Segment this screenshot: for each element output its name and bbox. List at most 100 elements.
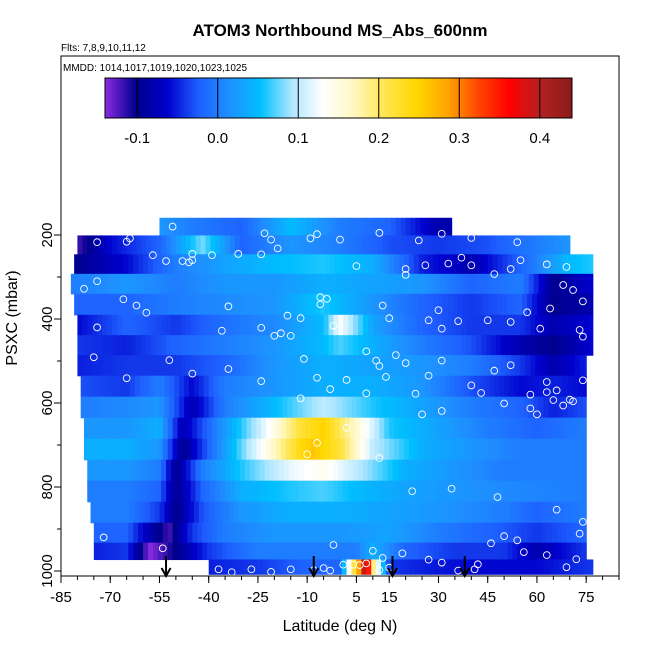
heatmap-cell	[387, 335, 394, 356]
heatmap-cell	[418, 417, 425, 440]
heatmap-cell	[284, 480, 290, 503]
heatmap-cell	[143, 438, 149, 461]
heatmap-cell	[446, 355, 453, 377]
heatmap-cell	[492, 522, 499, 544]
sample-point	[277, 329, 285, 338]
heatmap-cell	[144, 375, 151, 398]
sample-point	[142, 308, 151, 317]
heatmap-cell	[553, 273, 559, 295]
heatmap-cell	[456, 355, 463, 377]
heatmap-cell	[220, 355, 226, 377]
heatmap-cell	[318, 314, 325, 336]
heatmap-cell	[169, 217, 175, 237]
heatmap-cell	[376, 375, 382, 398]
heatmap-cell	[410, 559, 417, 575]
heatmap-cell	[211, 522, 218, 544]
heatmap-cell	[397, 355, 403, 377]
heatmap-cell	[139, 375, 146, 398]
heatmap-cell	[271, 254, 277, 275]
heatmap-cell	[197, 254, 203, 275]
heatmap-cell	[456, 314, 463, 336]
heatmap-cell	[431, 235, 438, 255]
heatmap-cell	[481, 480, 487, 503]
heatmap-cell	[472, 254, 479, 275]
heatmap-cell	[486, 314, 492, 336]
x-axis-label: Latitude (deg N)	[283, 618, 398, 635]
heatmap-cell	[298, 355, 305, 377]
sample-point	[224, 365, 233, 373]
heatmap-cell	[349, 522, 356, 544]
heatmap-cell	[102, 480, 108, 503]
heatmap-cell	[551, 254, 558, 275]
sample-point	[579, 376, 587, 385]
heatmap-cell	[333, 355, 339, 377]
heatmap-cell	[138, 254, 144, 275]
heatmap-cell	[152, 438, 159, 461]
heatmap-cell	[474, 396, 481, 419]
heatmap-cell	[392, 235, 399, 255]
heatmap-cell	[333, 314, 339, 336]
heatmap-cell	[123, 542, 129, 561]
heatmap-cell	[187, 293, 193, 316]
heatmap-cell	[499, 501, 505, 524]
heatmap-cell	[90, 501, 97, 524]
heatmap-cell	[182, 293, 188, 316]
heatmap-cell	[417, 480, 423, 503]
heatmap-cell	[392, 459, 399, 482]
heatmap-cell	[251, 417, 257, 440]
heatmap-cell	[408, 254, 415, 275]
sample-point	[470, 565, 479, 574]
heatmap-cell	[390, 501, 397, 524]
heatmap-cell	[123, 293, 129, 316]
heatmap-cell	[330, 417, 336, 440]
heatmap-cell	[394, 522, 400, 544]
heatmap-cell	[502, 438, 508, 461]
heatmap-cell	[366, 273, 372, 295]
heatmap-cell	[95, 396, 101, 419]
heatmap-cell	[495, 480, 502, 503]
heatmap-cell	[152, 254, 159, 275]
heatmap-cell	[259, 335, 266, 356]
heatmap-cell	[507, 438, 513, 461]
heatmap-cell	[256, 522, 262, 544]
heatmap-cell	[497, 542, 504, 561]
heatmap-cell	[556, 417, 563, 440]
heatmap-cell	[563, 273, 569, 295]
heatmap-cell	[440, 375, 446, 398]
heatmap-cell	[385, 396, 392, 419]
heatmap-cell	[272, 396, 279, 419]
heatmap-cell	[430, 559, 436, 575]
heatmap-cell	[231, 417, 238, 440]
sample-point	[306, 234, 315, 243]
heatmap-cell	[189, 501, 195, 524]
heatmap-cell	[128, 522, 134, 544]
heatmap-cell	[249, 335, 256, 356]
x-tick-label: -10	[296, 589, 318, 606]
sample-point	[562, 563, 571, 572]
heatmap-cell	[170, 459, 177, 482]
heatmap-cell	[70, 273, 77, 295]
heatmap-cell	[461, 480, 467, 503]
heatmap-cell	[469, 501, 476, 524]
heatmap-cell	[505, 314, 512, 336]
heatmap-cell	[161, 480, 167, 503]
heatmap-cell	[436, 314, 443, 336]
heatmap-cell	[392, 355, 399, 377]
heatmap-cell	[292, 501, 298, 524]
heatmap-cell	[381, 217, 387, 237]
heatmap-cell	[131, 314, 138, 336]
heatmap-cell	[108, 254, 115, 275]
heatmap-cell	[118, 542, 124, 561]
sample-point	[188, 369, 197, 378]
heatmap-cell	[540, 335, 546, 356]
heatmap-cell	[220, 235, 226, 255]
heatmap-cell	[202, 438, 208, 461]
heatmap-cell	[180, 355, 187, 377]
heatmap-cell	[377, 235, 384, 255]
heatmap-cell	[289, 335, 295, 356]
heatmap-cell	[92, 355, 98, 377]
sample-point	[339, 560, 348, 569]
heatmap-cell	[418, 254, 425, 275]
heatmap-cell	[253, 396, 259, 419]
heatmap-cell	[374, 522, 380, 544]
